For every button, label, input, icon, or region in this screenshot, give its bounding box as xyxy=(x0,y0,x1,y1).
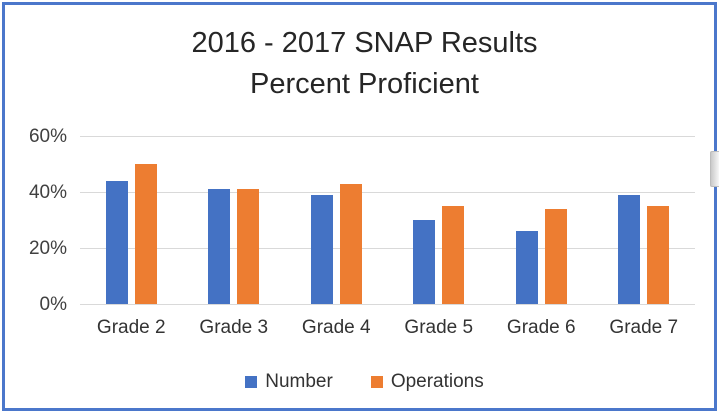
y-tick-0: 0% xyxy=(39,294,67,315)
bar-group-grade-2 xyxy=(80,136,183,304)
legend-swatch-number xyxy=(245,376,258,388)
legend-label-number: Number xyxy=(265,371,333,392)
legend-item-operations: Operations xyxy=(370,371,484,393)
legend-label-operations: Operations xyxy=(390,371,484,392)
chart-legend: Number Operations xyxy=(5,371,719,393)
chart-title-line-1: 2016 - 2017 SNAP Results xyxy=(191,27,538,59)
plot-area xyxy=(80,136,695,305)
chart-title-line-2: Percent Proficient xyxy=(250,68,479,100)
scrollbar-thumb[interactable] xyxy=(710,151,719,187)
gridline-20 xyxy=(80,248,695,249)
x-tick-grade-5: Grade 5 xyxy=(404,317,474,338)
bar-number-grade-3 xyxy=(208,189,231,304)
bar-group-grade-7 xyxy=(593,136,696,304)
bar-operations-grade-2 xyxy=(134,164,157,304)
x-axis: Grade 2 Grade 3 Grade 4 Grade 5 Grade 6 Grade… xyxy=(80,317,695,339)
gridline-60 xyxy=(80,136,695,137)
bar-group-grade-6 xyxy=(490,136,593,304)
legend-item-number: Number xyxy=(245,371,333,393)
x-tick-grade-7: Grade 7 xyxy=(609,317,679,338)
bar-group-grade-5 xyxy=(388,136,491,304)
y-tick-60: 60% xyxy=(28,126,67,147)
x-tick-grade-2: Grade 2 xyxy=(96,317,166,338)
x-tick-grade-4: Grade 4 xyxy=(301,317,371,338)
y-tick-20: 20% xyxy=(28,238,67,259)
bar-operations-grade-5 xyxy=(442,206,465,304)
bar-operations-grade-6 xyxy=(544,208,567,304)
bar-number-grade-6 xyxy=(515,231,538,304)
gridline-40 xyxy=(80,192,695,193)
bar-group-grade-4 xyxy=(285,136,388,304)
gridline-0 xyxy=(80,304,695,305)
bar-number-grade-7 xyxy=(618,194,641,304)
chart-title: 2016 - 2017 SNAP Results Percent Profici… xyxy=(5,23,719,105)
x-tick-grade-6: Grade 6 xyxy=(506,317,576,338)
bar-operations-grade-7 xyxy=(647,206,670,304)
bar-operations-grade-3 xyxy=(237,189,260,304)
bars-layer xyxy=(80,136,695,304)
legend-swatch-operations xyxy=(370,376,383,388)
bar-number-grade-5 xyxy=(413,220,436,304)
x-tick-grade-3: Grade 3 xyxy=(199,317,269,338)
y-tick-40: 40% xyxy=(28,182,67,203)
bar-number-grade-2 xyxy=(105,180,128,304)
bar-group-grade-3 xyxy=(183,136,286,304)
bar-operations-grade-4 xyxy=(339,183,362,304)
bar-number-grade-4 xyxy=(310,194,333,304)
